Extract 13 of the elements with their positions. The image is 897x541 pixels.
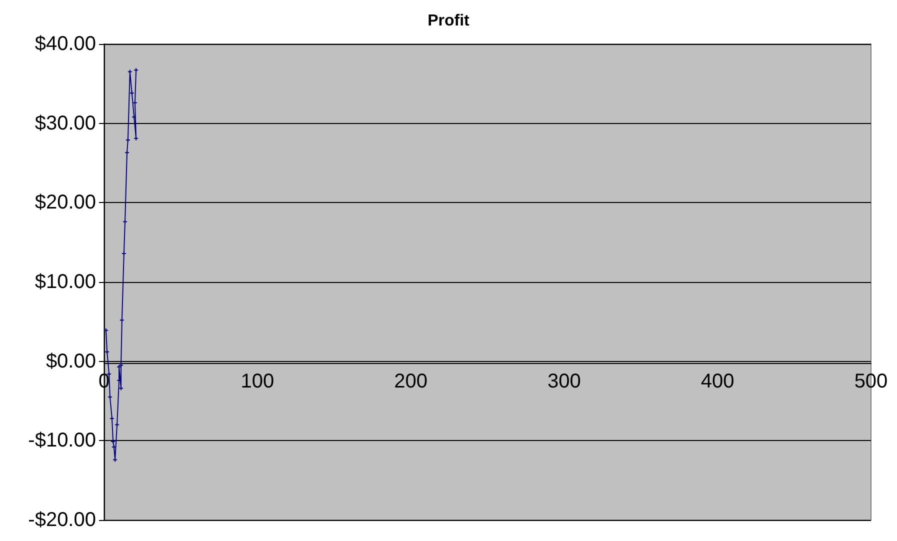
y-tick-label: $0.00 bbox=[46, 350, 96, 372]
y-tick-label: -$20.00 bbox=[28, 509, 96, 531]
x-tick-label: 200 bbox=[394, 370, 428, 393]
x-tick-label: 100 bbox=[240, 370, 274, 393]
y-tick-label: -$10.00 bbox=[28, 430, 96, 452]
x-tick-label: 500 bbox=[854, 370, 888, 393]
y-tick-label: $20.00 bbox=[34, 192, 96, 214]
chart-title: Profit bbox=[428, 12, 470, 30]
x-tick-label: 400 bbox=[700, 370, 734, 393]
x-tick-label: 300 bbox=[548, 370, 581, 393]
y-tick-label: $30.00 bbox=[34, 112, 96, 134]
y-tick-label: $10.00 bbox=[34, 271, 96, 293]
y-tick-label: $40.00 bbox=[34, 33, 96, 55]
